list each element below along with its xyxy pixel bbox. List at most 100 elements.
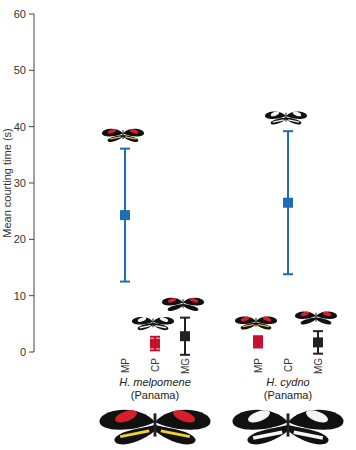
hind-band (253, 432, 282, 438)
error-cap (180, 354, 190, 356)
butterfly-icon (265, 111, 307, 125)
point (283, 198, 293, 208)
error-bar (283, 131, 293, 274)
group-sublabel: (Panama) (264, 389, 312, 401)
forewing (102, 129, 123, 137)
category-label: MG (313, 358, 324, 374)
wing-band (107, 128, 117, 135)
hindwing (114, 425, 155, 444)
hindwing (168, 304, 183, 311)
error-cap (150, 336, 160, 338)
hind-band (258, 324, 269, 326)
y-tick-label: 0 (20, 346, 26, 358)
error-bar (180, 318, 190, 355)
hindwing (155, 425, 196, 444)
butterfly-icon (233, 408, 344, 445)
y-tick-label: 50 (14, 64, 26, 76)
error-cap (313, 330, 323, 332)
hindwing (247, 425, 288, 444)
category-label: CP (283, 358, 294, 372)
body (287, 413, 290, 436)
y-tick (29, 352, 34, 353)
wing-band (270, 111, 280, 118)
y-tick-label: 30 (14, 177, 26, 189)
y-tick-label: 10 (14, 290, 26, 302)
body (154, 413, 157, 436)
forewing (153, 317, 174, 325)
hindwing (316, 317, 331, 324)
point (180, 331, 190, 341)
wing-band (159, 316, 169, 323)
butterfly-icon (295, 311, 337, 325)
error-bar (313, 331, 323, 354)
hind-band (161, 431, 190, 437)
forewing (132, 317, 153, 325)
error-bar (120, 149, 130, 282)
error-bar (253, 336, 263, 347)
body (152, 318, 153, 327)
hind-band (120, 431, 149, 437)
hind-band (294, 432, 323, 438)
error-cap (283, 130, 293, 132)
category-label: MP (253, 358, 264, 373)
body (285, 113, 286, 122)
butterfly-icon (100, 408, 211, 445)
forewing (162, 298, 183, 306)
category-label: MG (180, 358, 191, 374)
category-label: CP (150, 358, 161, 372)
error-cap (120, 281, 130, 283)
hindwing (256, 322, 271, 329)
y-tick-label: 40 (14, 121, 26, 133)
forewing (265, 111, 286, 119)
group-label: H. melpomene (119, 376, 191, 388)
body (255, 318, 256, 327)
error-cap (313, 353, 323, 355)
y-tick (29, 239, 34, 240)
hind-band (273, 120, 284, 122)
wing-band (262, 316, 272, 323)
hind-band (243, 324, 254, 326)
wing-band (322, 311, 332, 318)
hind-band (110, 137, 121, 139)
y-tick (29, 183, 34, 184)
hind-band (288, 120, 299, 122)
error-bar (150, 337, 160, 351)
butterfly-icon (235, 316, 277, 330)
point (120, 210, 130, 220)
forewing (183, 298, 204, 306)
wing-band (171, 408, 196, 425)
wing-band (113, 408, 138, 425)
hind-band (155, 326, 166, 328)
forewing (295, 311, 316, 319)
y-axis-label: Mean courting time (s) (1, 128, 13, 237)
forewing (316, 311, 337, 319)
hindwing (183, 304, 198, 311)
y-tick (29, 295, 34, 296)
hind-band (140, 326, 151, 328)
hindwing (123, 135, 138, 142)
body (122, 130, 123, 139)
butterfly-icon (132, 316, 174, 330)
marks (120, 131, 323, 355)
y-tick (29, 126, 34, 127)
category-label: MP (120, 358, 131, 373)
hindwing (286, 117, 301, 124)
wing-band (246, 408, 271, 425)
error-cap (150, 349, 160, 351)
butterfly-icon (162, 297, 204, 311)
group-sublabel: (Panama) (131, 389, 179, 401)
wing-band (300, 311, 310, 318)
body (315, 313, 316, 322)
hindwing (153, 323, 168, 330)
error-cap (120, 148, 130, 150)
error-cap (283, 273, 293, 275)
point (253, 337, 263, 347)
hindwing (138, 323, 153, 330)
hindwing (271, 117, 286, 124)
forewing (256, 316, 277, 324)
hindwing (301, 317, 316, 324)
wing-band (189, 297, 199, 304)
group-label: H. cydno (266, 376, 309, 388)
point (313, 337, 323, 347)
hindwing (241, 322, 256, 329)
